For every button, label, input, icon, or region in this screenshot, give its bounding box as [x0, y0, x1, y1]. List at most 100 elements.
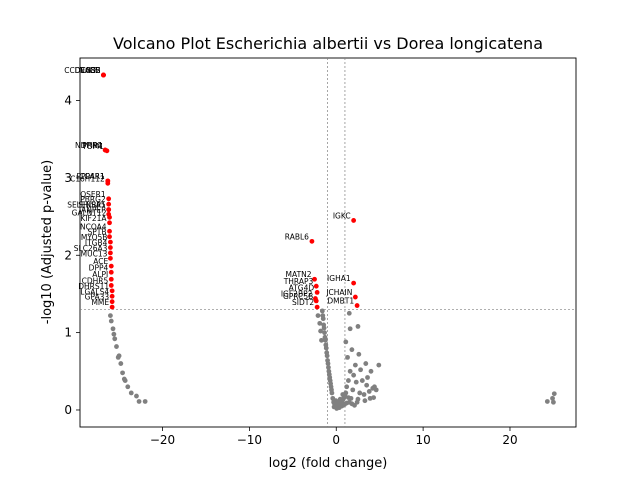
significant-point: [351, 218, 357, 223]
significant-point: [313, 283, 319, 289]
nonsignificant-point: [357, 390, 363, 396]
gene-label: NCOA4: [80, 222, 107, 231]
significant-point: [108, 239, 113, 245]
gene-label: PRR4: [82, 141, 102, 150]
nonsignificant-point: [364, 382, 370, 388]
nonsignificant-point: [121, 376, 127, 382]
nonsignificant-point: [347, 326, 353, 332]
significant-point: [106, 207, 112, 213]
nonsignificant-point: [366, 389, 372, 394]
gene-label: JCHAIN: [325, 288, 352, 297]
gene-label: SPTB: [88, 228, 107, 237]
gene-label: MATN2: [286, 270, 312, 279]
gene-label: ACE: [93, 257, 108, 266]
nonsignificant-point: [323, 345, 329, 351]
nonsignificant-point: [318, 328, 324, 334]
significant-point: [106, 196, 112, 202]
nonsignificant-point: [118, 361, 124, 366]
nonsignificant-point: [108, 313, 113, 319]
nonsignificant-point: [348, 395, 354, 401]
significant-point: [354, 303, 360, 308]
significant-point: [107, 234, 112, 240]
nonsignificant-point: [354, 399, 360, 405]
nonsignificant-point: [322, 330, 327, 336]
gene-label: DHRS11: [78, 282, 109, 291]
y-tick-label: 0: [64, 403, 72, 417]
gene-label: IGF2BP2: [281, 290, 313, 299]
nonsignificant-point: [551, 399, 556, 405]
nonsignificant-point: [363, 361, 369, 366]
nonsignificant-point: [361, 392, 367, 397]
nonsignificant-point: [350, 387, 356, 393]
nonsignificant-point: [315, 313, 321, 319]
x-tick-label: −20: [150, 433, 175, 447]
x-tick-label: −10: [237, 433, 262, 447]
y-tick-label: 2: [64, 248, 72, 262]
gene-label: ATG4D: [289, 283, 315, 292]
nonsignificant-point: [365, 375, 370, 380]
gene-label: QSER1: [80, 190, 106, 199]
gene-label: CCDC88B: [64, 66, 100, 75]
nonsignificant-point: [355, 324, 361, 329]
gene-label: SIDT2: [292, 298, 314, 307]
nonsignificant-point: [362, 398, 368, 404]
y-tick-label: 1: [64, 326, 72, 340]
nonsignificant-point: [319, 308, 325, 314]
threshold-lines: [80, 58, 576, 427]
nonsignificant-point: [329, 387, 334, 393]
nonsignificant-point: [353, 379, 359, 385]
nonsignificant-point: [136, 399, 142, 404]
significant-point: [314, 304, 320, 310]
significant-point: [109, 304, 115, 310]
significant-point: [309, 238, 315, 244]
nonsignificant-point: [112, 336, 118, 342]
nonsignificant-point: [359, 378, 365, 383]
significant-point: [108, 255, 113, 261]
gene-label: PBRG2: [80, 195, 106, 204]
gene-label: TOM1: [81, 142, 104, 151]
gene-label: IGHA1: [327, 274, 351, 283]
nonsignificant-point: [344, 384, 350, 390]
nonsignificant-point: [352, 362, 358, 368]
nonsignificant-point: [346, 310, 352, 316]
nonsignificant-point: [317, 320, 323, 326]
nonsignificant-point: [373, 387, 379, 393]
nonsignificant-point: [343, 390, 349, 396]
significant-point: [107, 228, 112, 234]
nonsignificant-point: [326, 368, 332, 374]
gene-label: GALNT12: [72, 208, 107, 217]
significant-point: [106, 201, 112, 207]
x-axis-label: log2 (fold change): [269, 456, 388, 471]
nonsignificant-point: [125, 384, 131, 390]
significant-point: [351, 280, 357, 286]
nonsignificant-point: [134, 393, 139, 399]
gene-label: DPP4: [89, 263, 109, 272]
significant-point: [109, 288, 115, 294]
nonsignificant-point: [321, 322, 327, 328]
nonsignificant-point: [368, 368, 374, 374]
y-axis-label: -log10 (Adjusted p-value): [40, 160, 55, 324]
nonsignificant-point: [333, 398, 339, 404]
nonsignificant-point: [128, 390, 134, 396]
nonsignificant-point: [108, 318, 114, 324]
gene-label: RABL6: [285, 232, 309, 241]
nonsignificant-point: [544, 399, 550, 404]
gene-label: PPP4R1: [76, 172, 105, 181]
nonsignificant-point: [322, 337, 328, 343]
y-tick-label: 4: [64, 94, 72, 108]
gene-label: ANPEP: [81, 205, 106, 214]
nonsignificant-point: [120, 370, 125, 376]
significant-point: [109, 293, 115, 299]
nonsignificant-point: [376, 362, 382, 368]
nonsignificant-point: [328, 381, 334, 387]
gene-label: SLC26A3: [74, 244, 108, 253]
gene-label: NAGS: [79, 66, 100, 75]
nonsignificant-point: [327, 375, 333, 380]
significant-point: [108, 250, 113, 256]
nonsignificant-point: [115, 354, 121, 360]
nonsignificant-point: [324, 353, 330, 359]
x-tick-label: 20: [502, 433, 517, 447]
nonsignificant-point: [110, 326, 116, 332]
